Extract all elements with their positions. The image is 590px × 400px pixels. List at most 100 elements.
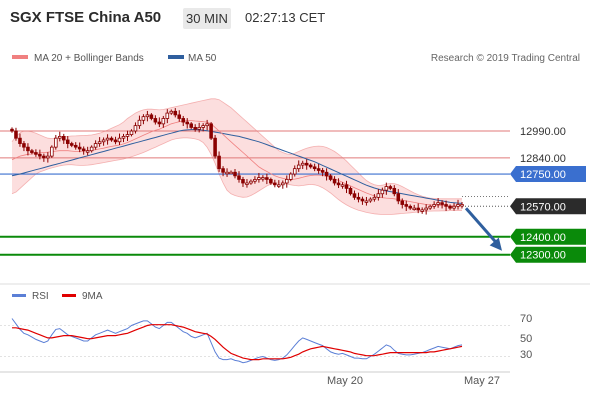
candle-body [304,162,309,166]
candle-body [185,121,190,125]
candle-body [269,179,273,184]
x-tick-label: May 20 [327,375,363,387]
candle-body [257,177,261,180]
candle-body [284,179,289,184]
key-levels-layer [0,130,510,256]
candle-body [384,186,389,191]
rsi-gridlines [0,325,510,357]
candle-body [324,171,329,177]
candle-body [296,164,301,170]
candle-body [42,155,46,159]
candle-body [161,118,166,125]
candle-body [292,168,297,175]
legend-ma50-label: MA 50 [188,53,217,64]
level-label: 12300.00 [520,250,566,262]
legend-ma20-swatch [12,55,28,59]
candle-body [129,130,134,136]
legend-rsi-swatch [12,294,26,297]
candle-body [225,171,229,175]
bollinger-band-layer [11,98,462,215]
candle-body [273,182,277,186]
candle-body [50,146,54,157]
candle-body [233,171,237,177]
candle-body [169,110,174,114]
level-label: 12840.00 [520,153,566,165]
candle-body [332,179,337,184]
forecast-arrow-head [489,237,502,251]
candle-body [30,150,34,153]
candle-body [173,110,178,116]
candle-body [153,118,158,123]
candle-body [89,146,94,152]
rsi-tick-label: 30 [520,349,532,361]
candle-body [34,152,38,155]
candle-body [424,207,428,211]
candle-body [193,127,197,130]
candle-body [241,179,245,184]
candle-body [328,175,333,180]
bollinger-upper-line [11,98,462,200]
forecast-arrow-shaft [464,207,501,247]
candle-body [73,144,78,148]
level-label: 12570.00 [520,201,566,213]
candle-body [265,177,269,180]
credit-text: Research © 2019 Trading Central [431,53,580,64]
candle-body [440,202,444,205]
candle-body [245,182,249,185]
candle-body [177,114,182,119]
candle-body [38,153,42,157]
candle-body [229,171,233,175]
candle-body [316,168,321,171]
forecast-arrow-layer [464,207,502,251]
candle-body [408,205,413,209]
candle-body [14,130,18,139]
candle-body [404,204,409,207]
candle-body [61,135,66,141]
rsi-tick-label: 50 [520,333,532,345]
candle-body [133,125,138,132]
rsi-tick-label: 70 [520,313,532,325]
candle-body [149,114,154,119]
candle-body [201,125,205,128]
candle-body [109,137,114,141]
candle-body [312,166,317,170]
candle-body [253,179,257,182]
candle-body [209,123,213,139]
rsi-tick-labels: 70 50 30 [520,313,532,361]
candle-body [221,168,225,173]
candle-body [372,196,377,200]
candle-body [10,128,14,132]
candle-body [340,184,345,187]
last-price-tag [510,198,586,215]
candle-body [22,143,26,148]
candle-body [352,193,357,198]
candle-body [460,204,464,207]
timeframe-badge[interactable]: 30 MIN [183,8,231,29]
candle-body [416,207,420,211]
candle-body [277,184,281,187]
chart-header: SGX FTSE China A50 30 MIN 02:27:13 CET [0,0,590,38]
candle-body [396,193,401,202]
candle-body [432,204,436,207]
candle-body [69,143,74,146]
rsi-legend: RSI 9MA [12,291,103,302]
candle-body [281,182,285,186]
candle-body [336,182,341,186]
x-tick-label: May 27 [464,375,500,387]
rsi-lines-layer [11,318,463,364]
candle-body [300,162,305,166]
candle-body [452,205,456,209]
candle-body [380,189,385,195]
candle-body [376,193,381,198]
support-tag [510,228,586,245]
candle-body [81,148,86,152]
candle-body [137,119,142,127]
candle-body [249,180,253,184]
pivot-tag [510,166,586,183]
candle-body [392,187,397,195]
candle-body [113,139,118,143]
candle-body [428,205,432,209]
candle-body [400,200,405,205]
candle-body [360,198,365,202]
